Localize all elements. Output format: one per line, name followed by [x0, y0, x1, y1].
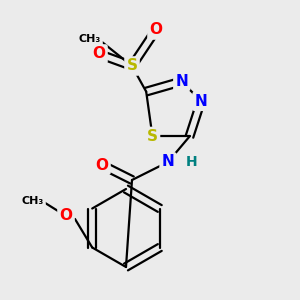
Text: N: N: [195, 94, 207, 109]
Text: CH₃: CH₃: [79, 34, 101, 44]
Text: O: O: [92, 46, 106, 62]
Text: S: S: [127, 58, 137, 74]
Text: N: N: [176, 74, 188, 89]
Text: S: S: [147, 129, 158, 144]
Text: O: O: [59, 208, 73, 224]
Text: N: N: [162, 154, 174, 169]
Text: O: O: [149, 22, 163, 38]
Text: O: O: [95, 158, 109, 172]
Text: CH₃: CH₃: [22, 196, 44, 206]
Text: H: H: [186, 155, 198, 169]
